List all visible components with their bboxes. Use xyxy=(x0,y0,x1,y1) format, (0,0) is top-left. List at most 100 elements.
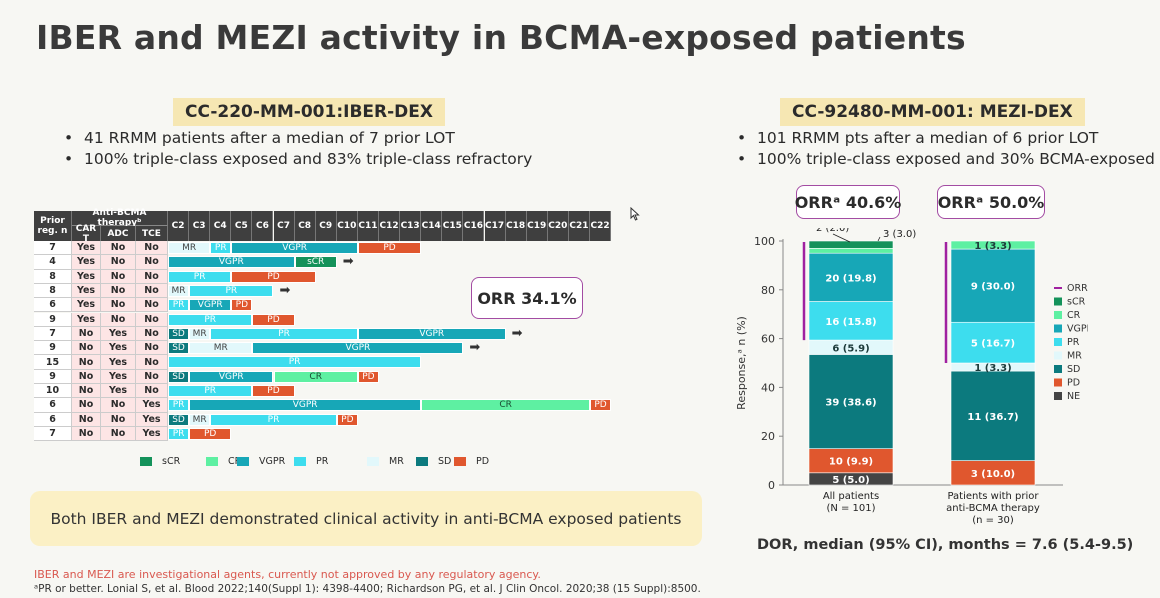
data-label: 11 (36.7) xyxy=(967,412,1018,423)
car-t-cell: No xyxy=(72,398,101,413)
car-t-cell: No xyxy=(72,384,101,399)
response-segment-pd: PD xyxy=(252,385,295,397)
ongoing-arrow-icon: ➡ xyxy=(469,340,481,356)
response-segment-pd: PD xyxy=(231,299,253,312)
response-segment-pr: PR xyxy=(168,270,232,283)
tce-cell: No xyxy=(136,341,168,356)
legend-item-scr: sCR xyxy=(140,456,180,467)
adc-cell: No xyxy=(101,298,136,313)
data-label: 2 (2.0) xyxy=(816,228,849,234)
response-segment-mr: MR xyxy=(189,342,253,355)
tce-cell: No xyxy=(136,241,168,256)
bullet-item: • 100% triple-class exposed and 30% BCMA-… xyxy=(737,150,1155,168)
response-segment-scr: sCR xyxy=(294,256,337,269)
legend-swatch xyxy=(367,457,379,467)
legend-label-cr: CR xyxy=(1067,310,1081,321)
legend-label-scr: sCR xyxy=(1067,297,1086,308)
bullet-item: • 41 RRMM patients after a median of 7 pr… xyxy=(64,129,455,147)
header-cycle: C18 xyxy=(505,211,527,241)
legend-item-pr: PR xyxy=(294,456,328,467)
legend-swatch xyxy=(206,457,218,467)
response-segment-sd: SD xyxy=(168,370,190,383)
response-segment-pd: PD xyxy=(590,399,612,412)
response-segment-pd: PD xyxy=(357,242,422,254)
bullet-text: 100% triple-class exposed and 30% BCMA-e… xyxy=(757,150,1155,168)
adc-cell: No xyxy=(101,255,136,270)
header-cycle: C10 xyxy=(336,211,358,241)
data-label: 1 (3.3) xyxy=(974,241,1011,252)
ongoing-arrow-icon: ➡ xyxy=(342,254,354,270)
response-segment-pr: PR xyxy=(210,327,358,340)
tce-cell: No xyxy=(136,298,168,313)
prior-regimens-cell: 7 xyxy=(34,426,72,442)
response-segment-vgpr: VGPR xyxy=(231,242,358,254)
header-cycle: C21 xyxy=(568,211,590,241)
adc-cell: Yes xyxy=(101,326,136,342)
header-cycle: C16 xyxy=(463,211,485,241)
header-cycle: C17 xyxy=(484,211,506,241)
legend-label-orr: ORR xyxy=(1067,283,1088,294)
callout-box: Both IBER and MEZI demonstrated clinical… xyxy=(30,491,702,546)
response-segment-pd: PD xyxy=(336,413,358,426)
response-segment-pr: PR xyxy=(168,299,190,312)
y-tick-label: 0 xyxy=(768,479,775,492)
header-cycle: C19 xyxy=(526,211,548,241)
legend-item-sd: SD xyxy=(416,456,451,467)
legend-swatch-vgpr xyxy=(1054,324,1062,333)
label-leader xyxy=(832,233,851,243)
swimmer-plot: Prior reg. n Anti-BCMA therapyᵇ CAR T ADC TC… xyxy=(34,208,614,467)
legend-label-sd: SD xyxy=(1067,364,1080,375)
response-segment-cr: CR xyxy=(421,399,590,412)
prior-regimens-cell: 15 xyxy=(34,355,72,370)
response-segment-vgpr: VGPR xyxy=(357,327,506,340)
response-segment-pr: PR xyxy=(210,413,337,426)
y-tick-label: 80 xyxy=(761,284,775,297)
y-tick-label: 100 xyxy=(754,235,775,248)
header-cycle: C9 xyxy=(315,211,337,241)
tce-cell: No xyxy=(136,312,168,327)
header-adc: ADC xyxy=(101,226,136,241)
bar-segment-pr xyxy=(808,301,894,341)
prior-regimens-cell: 10 xyxy=(34,384,72,399)
legend-swatch xyxy=(140,457,152,467)
adc-cell: No xyxy=(101,426,136,442)
legend-swatch-pr xyxy=(1054,338,1062,346)
adc-cell: No xyxy=(101,283,136,299)
car-t-cell: No xyxy=(72,426,101,442)
data-label: 1 (3.3) xyxy=(974,363,1011,374)
bullet-text: 101 RRMM pts after a median of 6 prior L… xyxy=(757,129,1099,147)
bar-segment-pd xyxy=(808,448,894,474)
legend-swatch-pd xyxy=(1054,378,1062,387)
legend-label-mr: MR xyxy=(1067,351,1082,362)
response-segment-pr: PR xyxy=(168,356,422,369)
data-label: 3 (3.0) xyxy=(883,229,916,240)
legend-swatch-ne xyxy=(1054,392,1062,400)
response-segment-pr: PR xyxy=(168,385,253,397)
tce-cell: No xyxy=(136,355,168,370)
mezi-bullets: • 101 RRMM pts after a median of 6 prior … xyxy=(737,128,1155,170)
bar-segment-sd xyxy=(950,370,1036,461)
car-t-cell: Yes xyxy=(72,312,101,327)
response-segment-mr: MR xyxy=(189,413,211,426)
header-cycle: C12 xyxy=(379,211,401,241)
adc-cell: Yes xyxy=(101,341,136,356)
header-cycle: C15 xyxy=(442,211,464,241)
legend-label: VGPR xyxy=(259,456,286,468)
header-cycle: C14 xyxy=(421,211,443,241)
x-category-label: (N = 101) xyxy=(826,503,875,514)
ongoing-arrow-icon: ➡ xyxy=(279,282,291,298)
response-segment-pd: PD xyxy=(252,313,295,326)
label-leader xyxy=(877,236,881,242)
data-label: 6 (5.9) xyxy=(832,343,869,354)
prior-regimens-cell: 9 xyxy=(34,341,72,356)
dor-summary: DOR, median (95% CI), months = 7.6 (5.4-… xyxy=(757,537,1134,553)
data-label: 16 (15.8) xyxy=(825,317,876,328)
bullet-item: • 101 RRMM pts after a median of 6 prior … xyxy=(737,129,1099,147)
car-t-cell: No xyxy=(72,355,101,370)
header-cycle: C13 xyxy=(400,211,422,241)
y-axis-label: Response,ᵃ n (%) xyxy=(735,316,748,410)
adc-cell: Yes xyxy=(101,369,136,384)
prior-regimens-cell: 6 xyxy=(34,412,72,427)
orr-badge-iber: ORR 34.1% xyxy=(471,277,583,319)
response-segment-mr: MR xyxy=(168,242,211,254)
